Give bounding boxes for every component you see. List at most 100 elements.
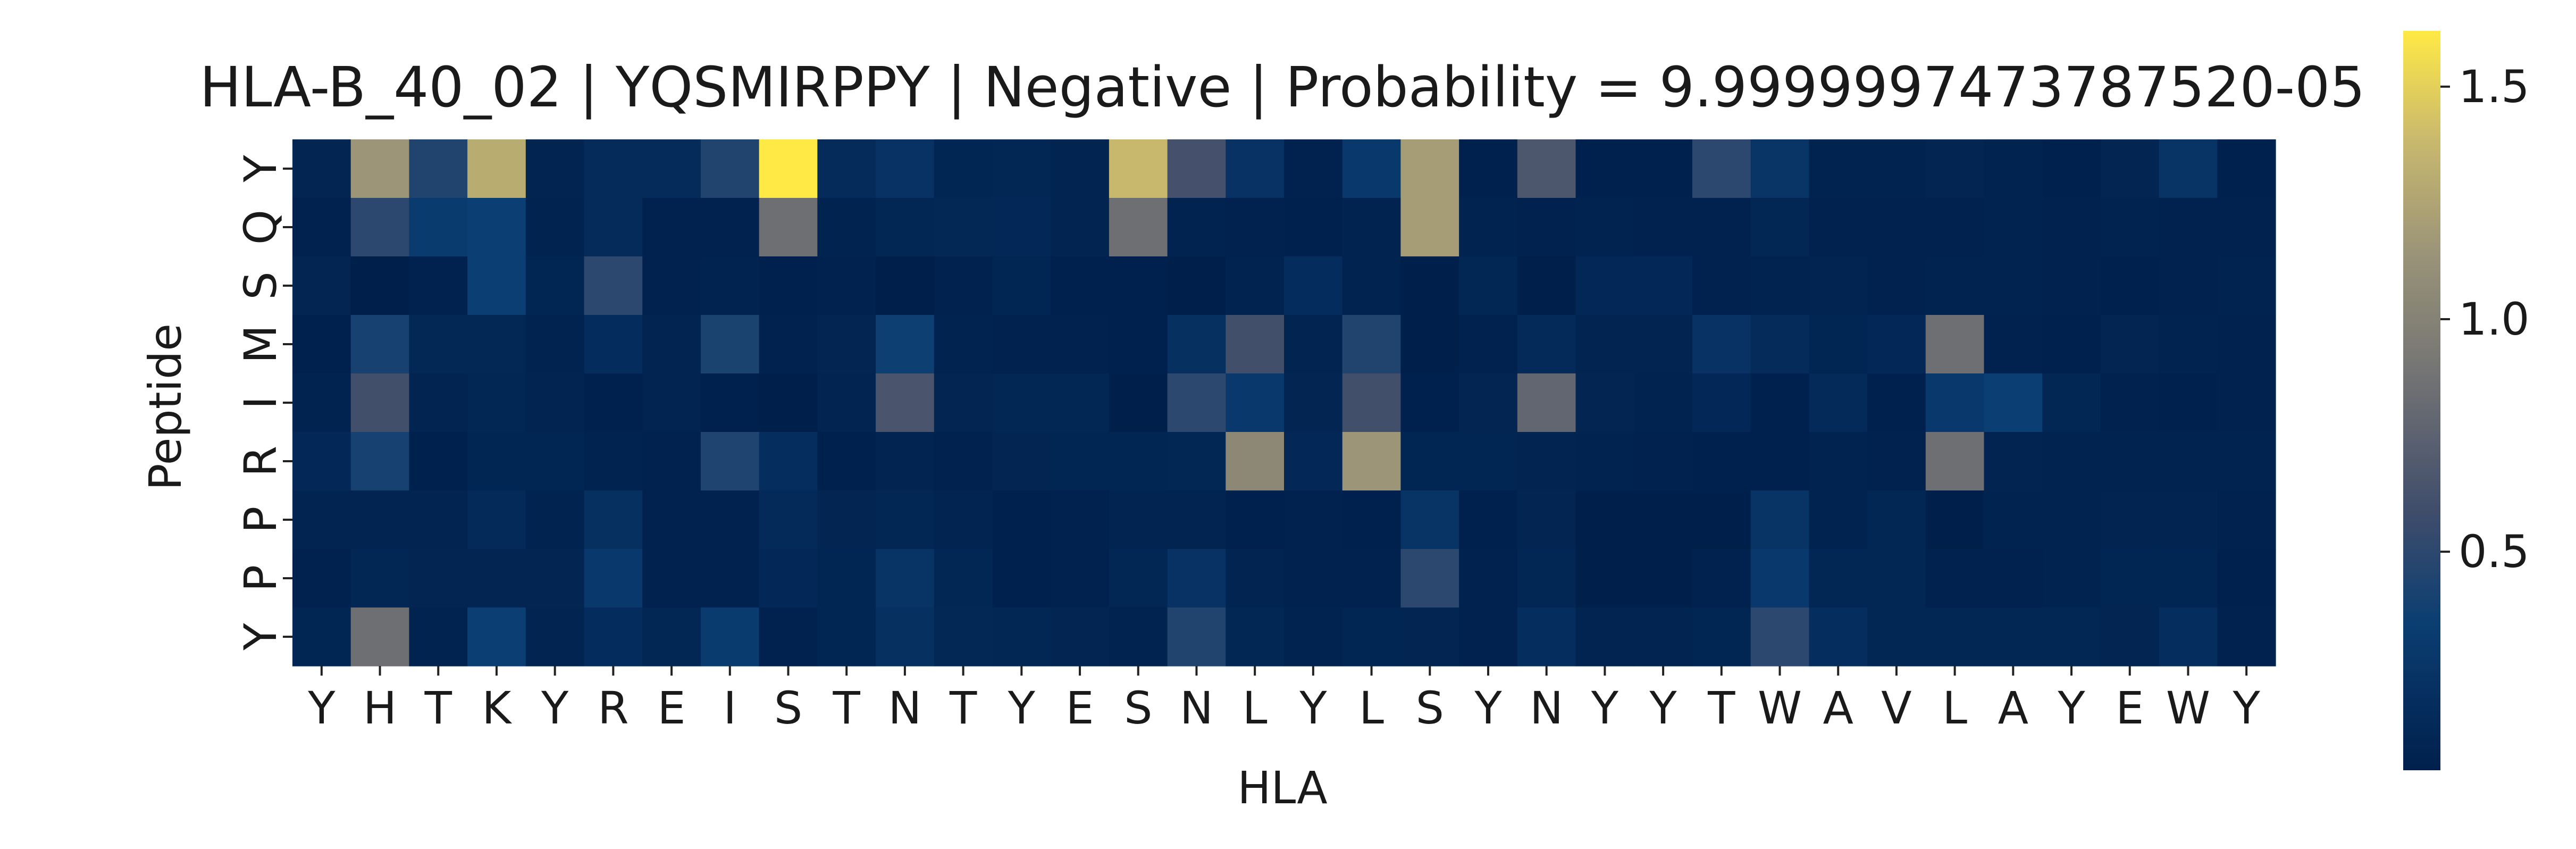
heatmap-cell: [1226, 139, 1285, 198]
heatmap-cell: [1284, 139, 1343, 198]
heatmap-cell: [1459, 198, 1518, 257]
heatmap-cell: [2217, 139, 2276, 198]
heatmap-cell: [1459, 139, 1518, 198]
heatmap-cell: [934, 139, 993, 198]
heatmap-cell: [1575, 256, 1634, 315]
y-tick-label: P: [234, 565, 287, 592]
heatmap-cell: [292, 256, 351, 315]
heatmap-cell: [350, 256, 410, 315]
heatmap-cell: [409, 315, 468, 374]
heatmap-cell: [1809, 490, 1868, 550]
heatmap-cell: [1167, 198, 1226, 257]
heatmap-cell: [2217, 549, 2276, 608]
heatmap-cell: [759, 198, 818, 257]
heatmap-cell: [2159, 432, 2218, 491]
heatmap-cell: [1692, 490, 1751, 550]
heatmap-cell: [1459, 490, 1518, 550]
heatmap-cell: [525, 139, 585, 198]
heatmap-cell: [876, 256, 935, 315]
heatmap-cell: [817, 198, 876, 257]
x-tick-label: S: [774, 682, 802, 734]
heatmap-cell: [1109, 198, 1168, 257]
heatmap-cell: [642, 139, 701, 198]
heatmap-cell: [700, 490, 760, 550]
x-tick-label: N: [1530, 682, 1563, 734]
heatmap-cell: [292, 549, 351, 608]
x-tick-label: Y: [541, 682, 569, 734]
colorbar-tick-label: 0.5: [2458, 526, 2530, 578]
heatmap-cell: [1809, 432, 1868, 491]
heatmap-cell: [700, 139, 760, 198]
heatmap-cell: [467, 373, 526, 432]
x-tick-label: Y: [307, 682, 335, 734]
heatmap-cell: [1517, 490, 1576, 550]
heatmap-cell: [817, 432, 876, 491]
heatmap-cell: [1459, 256, 1518, 315]
heatmap-cell: [2042, 549, 2101, 608]
x-tick-label: K: [482, 682, 512, 734]
heatmap-cell: [350, 490, 410, 550]
heatmap-cell: [700, 256, 760, 315]
heatmap-cell: [1226, 607, 1285, 667]
heatmap-cell: [584, 256, 643, 315]
heatmap-cell: [1634, 373, 1693, 432]
heatmap-cell: [1284, 490, 1343, 550]
heatmap-cell: [584, 490, 643, 550]
heatmap-cell: [934, 198, 993, 257]
heatmap-cell: [1284, 315, 1343, 374]
heatmap-cell: [350, 607, 410, 667]
heatmap-cell: [350, 373, 410, 432]
heatmap-cell: [1984, 256, 2043, 315]
heatmap-cell: [1867, 315, 1926, 374]
heatmap-cell: [1226, 198, 1285, 257]
heatmap-cell: [350, 549, 410, 608]
heatmap-cell: [1692, 198, 1751, 257]
heatmap-cell: [642, 198, 701, 257]
x-tick-label: Y: [1299, 682, 1327, 734]
heatmap-cell: [2042, 315, 2101, 374]
heatmap-cell: [584, 432, 643, 491]
x-tick-label: Y: [2057, 682, 2085, 734]
x-tick-label: T: [424, 682, 452, 734]
heatmap-cell: [292, 315, 351, 374]
heatmap-cell: [1459, 315, 1518, 374]
heatmap-cell: [876, 139, 935, 198]
heatmap-cell: [2217, 432, 2276, 491]
heatmap-cell: [876, 198, 935, 257]
heatmap-cell: [292, 373, 351, 432]
heatmap-cell: [1692, 432, 1751, 491]
colorbar-ticks: 0.5 1.0 1.5: [2440, 61, 2530, 578]
heatmap-cell: [2100, 607, 2160, 667]
heatmap-cell: [642, 373, 701, 432]
heatmap-cell: [1809, 139, 1868, 198]
heatmap-cell: [992, 607, 1051, 667]
heatmap-cell: [1925, 607, 1985, 667]
y-tick-label: R: [234, 446, 287, 477]
heatmap-cell: [2217, 607, 2276, 667]
x-tick-label: Y: [2232, 682, 2260, 734]
heatmap-cell: [1284, 549, 1343, 608]
x-tick-label: L: [1243, 682, 1268, 734]
heatmap-cell: [525, 490, 585, 550]
heatmap-cell: [1167, 373, 1226, 432]
heatmap-cell: [2100, 549, 2160, 608]
heatmap-cell: [525, 607, 585, 667]
x-tick-label: N: [888, 682, 921, 734]
heatmap-cell: [817, 373, 876, 432]
y-tick-label: I: [234, 396, 287, 410]
heatmap-cell: [1925, 256, 1985, 315]
x-tick-label: W: [2166, 682, 2210, 734]
heatmap-cell: [1692, 607, 1751, 667]
heatmap-cell: [1109, 315, 1168, 374]
heatmap-cell: [1459, 432, 1518, 491]
heatmap-cell: [1517, 432, 1576, 491]
heatmap-cell: [642, 315, 701, 374]
heatmap-cell: [1342, 198, 1402, 257]
heatmap-cell: [1575, 490, 1634, 550]
heatmap-cell: [759, 315, 818, 374]
heatmap-cell: [1109, 432, 1168, 491]
heatmap-cell: [1109, 139, 1168, 198]
heatmap-cell: [992, 198, 1051, 257]
heatmap-cell: [292, 139, 351, 198]
heatmap-cell: [876, 549, 935, 608]
